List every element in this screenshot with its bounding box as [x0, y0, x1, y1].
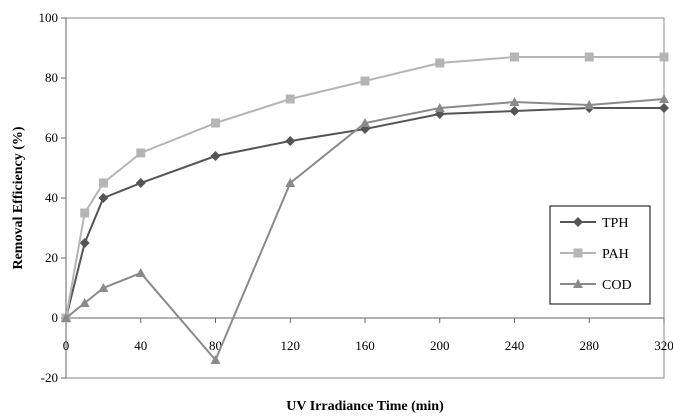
legend-swatch-marker [573, 279, 583, 288]
x-tick-label: 280 [580, 338, 600, 353]
y-axis-ticks: -20 0 20 40 60 80 100 [39, 10, 66, 385]
series-layer [61, 52, 669, 364]
cod-point [659, 94, 669, 103]
legend-swatch-marker [573, 217, 583, 227]
pah-point [98, 178, 108, 188]
cod-series [61, 94, 669, 364]
cod-point [434, 103, 445, 112]
x-axis-ticks: 0 40 80 120 160 200 240 280 320 [63, 318, 673, 353]
x-tick-label: 120 [281, 338, 301, 353]
tph-point [659, 103, 669, 113]
cod-point [285, 178, 296, 187]
x-tick-label: 200 [430, 338, 450, 353]
pah-point [659, 52, 669, 62]
tph-point [98, 193, 109, 203]
plot-area-frame [65, 17, 665, 379]
pah-point [136, 148, 146, 158]
cod-point [360, 118, 370, 127]
pah-point [285, 94, 295, 104]
legend-label: TPH [602, 216, 628, 231]
cod-point [509, 97, 520, 106]
tph-point [285, 136, 296, 146]
y-tick-label: 100 [39, 10, 59, 25]
legend: TPH PAH COD [549, 205, 651, 305]
legend-label: PAH [602, 247, 629, 262]
legend-swatch-marker [573, 248, 583, 258]
cod-point [584, 100, 595, 109]
cod-point [98, 283, 109, 292]
y-tick-label: -20 [41, 370, 58, 385]
tph-point [509, 106, 520, 116]
x-axis-title: UV Irradiance Time (min) [286, 399, 444, 414]
pah-point [360, 76, 370, 86]
y-tick-label: 60 [45, 130, 58, 145]
cod-point [61, 313, 71, 322]
x-tick-label: 160 [355, 338, 375, 353]
legend-box [549, 205, 651, 305]
x-tick-label: 0 [63, 338, 70, 353]
pah-point [80, 208, 90, 218]
cod-point [135, 268, 146, 277]
y-tick-label: 20 [45, 250, 58, 265]
pah-point [435, 58, 445, 68]
cod-point [210, 355, 221, 364]
tph-point [210, 151, 221, 161]
y-tick-label: 0 [52, 310, 59, 325]
pah-point [510, 52, 519, 62]
pah-point [211, 118, 220, 128]
legend-label: COD [602, 278, 632, 293]
y-tick-label: 40 [45, 190, 58, 205]
tph-point [79, 238, 90, 248]
x-tick-label: 240 [505, 338, 525, 353]
legend-item-pah: PAH [560, 247, 629, 262]
cod-point [79, 298, 90, 307]
legend-items: TPH PAH COD [560, 216, 632, 293]
x-tick-label: 80 [209, 338, 222, 353]
x-tick-label: 320 [654, 338, 673, 353]
y-tick-label: 80 [45, 70, 58, 85]
tph-point [135, 178, 146, 188]
legend-item-tph: TPH [560, 216, 628, 231]
axes-group [65, 17, 665, 379]
legend-item-cod: COD [560, 278, 632, 293]
y-axis-title: Removal Efficiency (%) [11, 126, 26, 269]
pah-point [584, 52, 594, 62]
x-tick-label: 40 [134, 338, 147, 353]
